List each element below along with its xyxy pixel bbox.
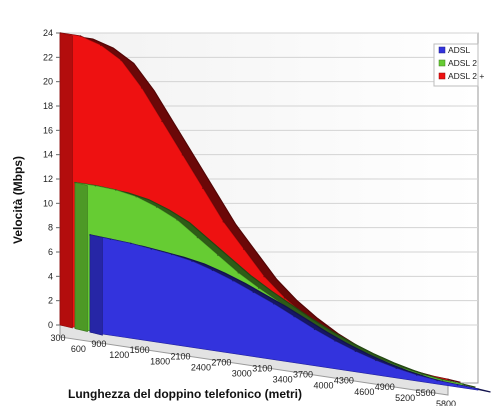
data-point bbox=[196, 236, 199, 239]
data-point bbox=[462, 383, 464, 385]
data-point bbox=[257, 287, 260, 289]
x-tick-label: 4900 bbox=[375, 382, 395, 392]
legend-label: ADSL 2 bbox=[448, 58, 477, 68]
legend-label: ADSL 2 + bbox=[448, 71, 484, 81]
y-tick-label: 22 bbox=[43, 52, 53, 62]
data-point bbox=[155, 206, 158, 208]
legend-swatch bbox=[438, 59, 446, 67]
x-tick-label: 300 bbox=[50, 333, 65, 343]
data-point bbox=[89, 234, 91, 236]
y-tick-label: 20 bbox=[43, 77, 53, 87]
data-point bbox=[79, 35, 82, 37]
data-point bbox=[272, 302, 275, 305]
y-tick-label: 12 bbox=[43, 174, 53, 184]
data-point bbox=[441, 379, 444, 381]
y-tick-label: 14 bbox=[43, 150, 53, 160]
data-point bbox=[283, 296, 286, 299]
data-point bbox=[395, 367, 398, 370]
data-point bbox=[313, 328, 316, 331]
data-point bbox=[135, 195, 138, 198]
data-point bbox=[477, 388, 479, 390]
data-point bbox=[140, 86, 143, 89]
x-tick-label: 4000 bbox=[313, 381, 333, 391]
data-point bbox=[217, 254, 219, 256]
x-tick-label: 1800 bbox=[150, 356, 170, 366]
x-tick-label: 3000 bbox=[232, 368, 252, 378]
data-point bbox=[74, 181, 76, 184]
data-point bbox=[334, 340, 336, 342]
x-tick-label: 3700 bbox=[293, 370, 313, 380]
data-point bbox=[222, 220, 225, 223]
data-point bbox=[252, 291, 255, 293]
data-point bbox=[354, 350, 357, 353]
data-point bbox=[211, 269, 214, 272]
data-point bbox=[109, 238, 112, 240]
legend: ADSL ADSL 2 ADSL 2 + bbox=[433, 43, 484, 87]
data-point bbox=[94, 184, 97, 187]
data-point bbox=[293, 315, 296, 318]
x-tick-label: 1500 bbox=[130, 345, 150, 355]
y-tick-label: 18 bbox=[43, 101, 53, 111]
data-point bbox=[150, 248, 153, 250]
data-point bbox=[115, 189, 117, 191]
x-tick-label: 3100 bbox=[252, 364, 272, 374]
x-tick-label: 3400 bbox=[273, 375, 293, 385]
y-tick-label: 24 bbox=[43, 28, 53, 38]
x-tick-label: 1200 bbox=[109, 350, 129, 360]
data-point bbox=[161, 120, 163, 123]
y-tick-label: 8 bbox=[48, 223, 53, 233]
x-tick-label: 5500 bbox=[416, 388, 436, 398]
data-point bbox=[263, 275, 266, 278]
y-tick-label: 0 bbox=[48, 320, 53, 330]
y-tick-label: 16 bbox=[43, 125, 53, 135]
data-point bbox=[242, 248, 245, 250]
series-adsl bbox=[89, 234, 491, 393]
data-point bbox=[456, 383, 459, 386]
data-point bbox=[436, 379, 438, 382]
x-tick-label: 5200 bbox=[395, 393, 415, 403]
data-point bbox=[447, 378, 449, 381]
x-axis-title: Lunghezza del doppino telefonico (metri) bbox=[68, 387, 302, 401]
data-point bbox=[130, 242, 132, 245]
legend-label: ADSL bbox=[448, 45, 470, 55]
x-tick-label: 600 bbox=[71, 344, 86, 354]
x-tick-label: 900 bbox=[91, 339, 106, 349]
data-point bbox=[191, 260, 193, 262]
data-point bbox=[170, 253, 173, 256]
series-end-cap bbox=[59, 32, 73, 329]
x-tick-label: 4300 bbox=[334, 376, 354, 386]
data-point bbox=[237, 271, 240, 274]
legend-swatch bbox=[438, 46, 446, 54]
y-tick-label: 2 bbox=[48, 296, 53, 306]
y-tick-label: 4 bbox=[48, 271, 53, 281]
x-tick-label: 2700 bbox=[211, 357, 231, 367]
series-end-cap bbox=[74, 182, 88, 332]
data-point bbox=[202, 187, 204, 190]
x-tick-label: 2400 bbox=[191, 362, 211, 372]
data-point bbox=[232, 279, 234, 282]
legend-swatch bbox=[438, 72, 446, 80]
data-point bbox=[181, 153, 184, 156]
x-tick-label: 5800 bbox=[436, 399, 456, 406]
y-tick-label: 10 bbox=[43, 198, 53, 208]
data-point bbox=[375, 359, 377, 362]
data-point bbox=[415, 374, 418, 376]
x-tick-label: 2100 bbox=[171, 351, 191, 361]
data-point bbox=[100, 44, 102, 46]
series-end-cap bbox=[89, 234, 103, 336]
x-tick-label: 4600 bbox=[354, 387, 374, 397]
y-tick-label: 6 bbox=[48, 247, 53, 257]
data-point bbox=[421, 373, 423, 376]
y-axis-title: Velocità (Mbps) bbox=[11, 156, 25, 244]
data-point bbox=[120, 59, 123, 62]
data-point bbox=[176, 218, 178, 221]
